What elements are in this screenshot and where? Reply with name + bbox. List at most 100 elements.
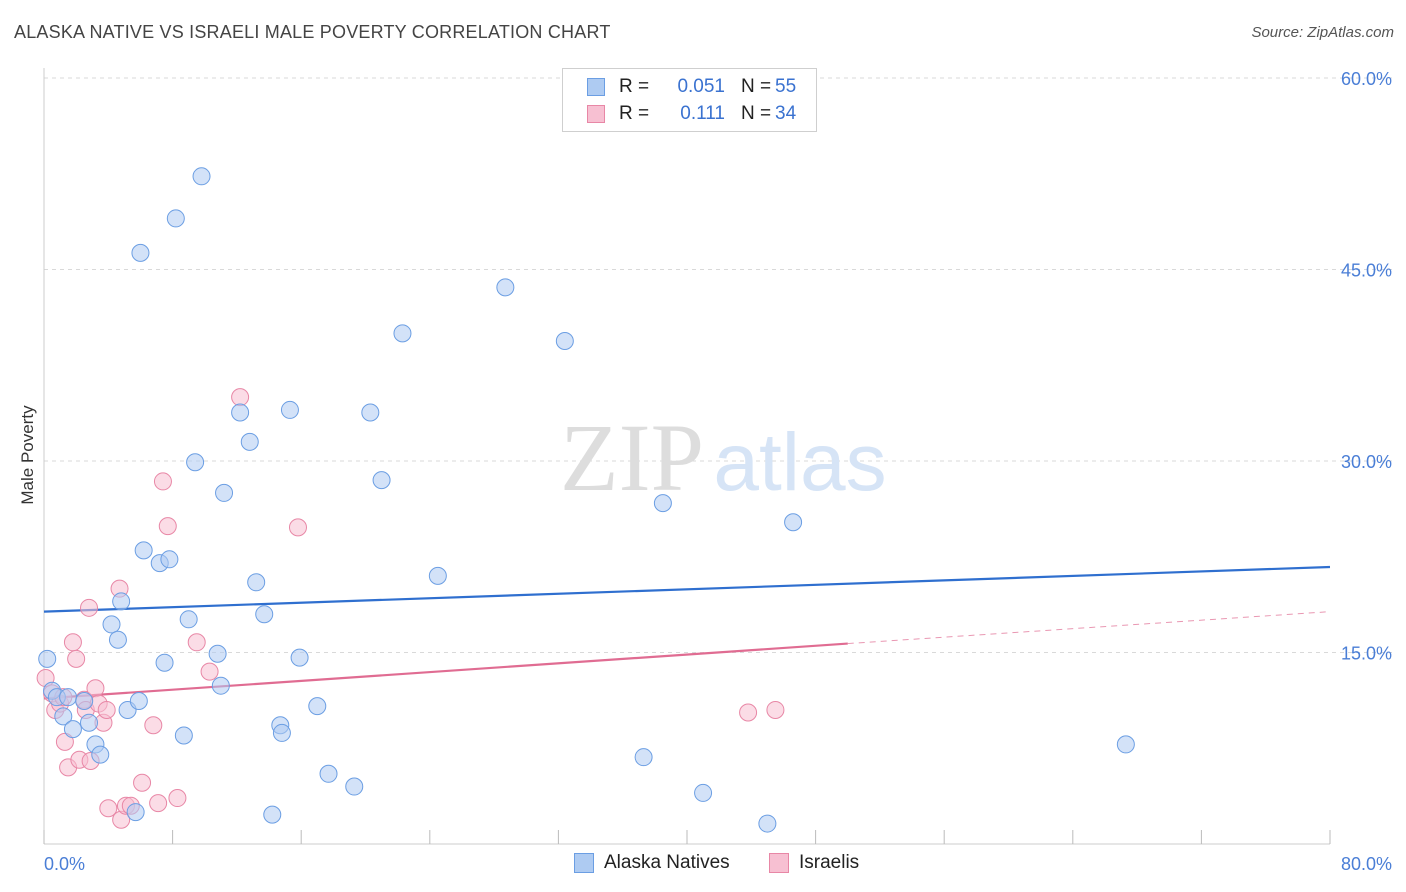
- israelis-point: [99, 799, 118, 818]
- y-tick-label: 45.0%: [1341, 261, 1392, 281]
- alaska-natives-point: [496, 278, 515, 297]
- alaska-natives-point: [758, 814, 777, 833]
- alaska-natives-point: [784, 513, 803, 532]
- alaska-natives-point: [393, 324, 412, 343]
- alaska-natives-point: [186, 453, 205, 472]
- israelis-point: [766, 700, 785, 719]
- israelis-point: [55, 732, 74, 751]
- alaska-natives-point: [160, 550, 179, 569]
- alaska-natives-point: [247, 573, 266, 592]
- alaska-natives-point: [231, 403, 250, 422]
- alaska-natives-point: [263, 805, 282, 824]
- israelis-point: [80, 598, 99, 617]
- axes: [43, 68, 1331, 845]
- alaska-natives-point: [345, 777, 364, 796]
- alaska-natives-point: [126, 803, 145, 822]
- alaska-natives-point: [166, 209, 185, 228]
- legend-n-value: 55: [775, 76, 797, 97]
- legend-n-label: N =: [741, 103, 772, 124]
- alaska-natives-point: [174, 726, 193, 745]
- alaska-natives-point: [211, 676, 230, 695]
- legend-r-label: R =: [619, 76, 650, 97]
- israelis-point: [63, 633, 82, 652]
- alaska-natives-point: [63, 720, 82, 739]
- legend-row-israelis: R = 0.111 N = 34: [587, 102, 796, 126]
- alaska-natives-point: [134, 541, 153, 560]
- series-legend-israelis-label: Israelis: [799, 852, 860, 873]
- alaska-natives-point: [112, 592, 131, 611]
- israelis-point: [133, 773, 152, 792]
- israelis-point: [144, 716, 163, 735]
- series-legend-alaska: Alaska Natives: [574, 852, 730, 874]
- series-legend: Alaska Natives Israelis: [0, 852, 1406, 878]
- series-legend-israelis: Israelis: [769, 852, 859, 874]
- israelis-point: [67, 649, 86, 668]
- alaska-natives-trend-line: [43, 565, 1331, 613]
- y-tick-label: 60.0%: [1341, 69, 1392, 89]
- alaska-natives-point: [1116, 735, 1135, 754]
- israelis-point: [200, 662, 219, 681]
- alaska-natives-point: [694, 783, 713, 802]
- alaska-natives-point: [59, 688, 78, 707]
- legend-r-value: 0.051: [677, 76, 725, 97]
- israelis-point: [739, 703, 758, 722]
- alaska-natives-point: [75, 692, 94, 711]
- legend-n-value: 34: [775, 103, 797, 124]
- chart-title: ALASKA NATIVE VS ISRAELI MALE POVERTY CO…: [14, 22, 611, 42]
- stats-legend: R = 0.051 N = 55 R = 0.111 N = 34: [562, 68, 817, 132]
- series-swatch-blue: [574, 853, 594, 873]
- watermark: ZIP atlas: [560, 404, 887, 511]
- alaska-natives-point: [634, 748, 653, 767]
- y-tick-label: 15.0%: [1341, 644, 1392, 664]
- watermark-atlas: atlas: [713, 417, 886, 508]
- tick-labels: 15.0% 30.0% 45.0% 60.0% 0.0% 80.0%: [44, 69, 1392, 874]
- alaska-natives-point: [91, 745, 110, 764]
- israelis-trend-line: [43, 642, 848, 700]
- alaska-natives-point: [428, 566, 447, 585]
- alaska-natives-point: [308, 697, 327, 716]
- israelis-point: [97, 700, 116, 719]
- alaska-natives-point: [372, 471, 391, 490]
- legend-swatch-blue: [587, 78, 605, 96]
- alaska-natives-point: [653, 494, 672, 513]
- alaska-natives-point: [131, 243, 150, 262]
- alaska-natives-point: [108, 630, 127, 649]
- grid-lines: [44, 77, 1392, 653]
- israelis-point: [288, 518, 307, 537]
- alaska-natives-point: [280, 400, 299, 419]
- alaska-natives-point: [38, 649, 57, 668]
- alaska-natives-point: [129, 692, 148, 711]
- israelis-point: [158, 517, 177, 536]
- alaska-natives-point: [215, 483, 234, 502]
- legend-n-label: N =: [741, 76, 772, 97]
- series-legend-alaska-label: Alaska Natives: [604, 852, 730, 873]
- israelis-trend-extension: [847, 611, 1331, 645]
- israelis-points: [36, 388, 785, 829]
- legend-row-alaska: R = 0.051 N = 55: [587, 75, 796, 99]
- alaska-natives-point: [192, 167, 211, 186]
- alaska-natives-point: [179, 610, 198, 629]
- x-tick-label-max: 80.0%: [1341, 854, 1392, 874]
- trend-lines: [43, 565, 1331, 700]
- israelis-point: [231, 388, 250, 407]
- alaska-natives-point: [240, 432, 259, 451]
- source-label: Source: ZipAtlas.com: [1251, 24, 1394, 41]
- alaska-natives-point: [272, 723, 291, 742]
- legend-r-label: R =: [619, 103, 650, 124]
- alaska-natives-point: [319, 764, 338, 783]
- legend-r-value: 0.111: [680, 103, 725, 124]
- alaska-natives-point: [54, 707, 73, 726]
- alaska-natives-points: [38, 167, 1135, 833]
- legend-swatch-pink: [587, 105, 605, 123]
- alaska-natives-point: [80, 713, 99, 732]
- y-tick-label: 30.0%: [1341, 452, 1392, 472]
- alaska-natives-point: [155, 653, 174, 672]
- x-tick-label-min: 0.0%: [44, 854, 85, 874]
- israelis-point: [168, 789, 187, 808]
- alaska-natives-point: [102, 615, 121, 634]
- watermark-zip: ZIP: [560, 404, 704, 511]
- alaska-natives-point: [361, 403, 380, 422]
- israelis-point: [153, 472, 172, 491]
- alaska-natives-point: [208, 644, 227, 663]
